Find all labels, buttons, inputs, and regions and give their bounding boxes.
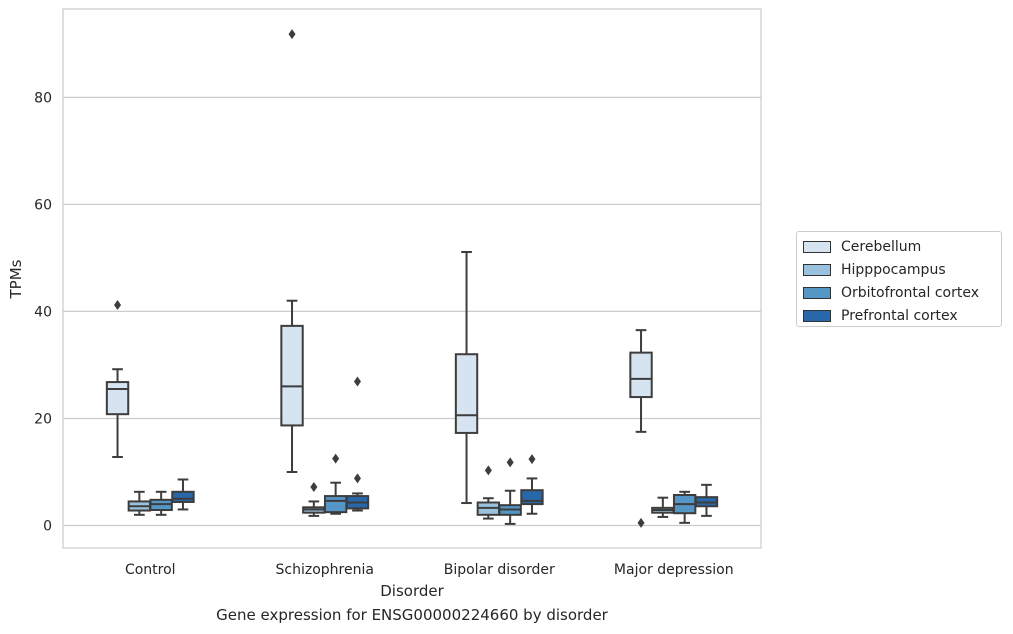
x-tick-label: Bipolar disorder	[444, 562, 555, 578]
y-tick-label: 60	[34, 197, 52, 213]
legend-label: Hipppocampus	[841, 261, 946, 278]
box-iqr	[105, 381, 130, 416]
outlier-point	[353, 473, 361, 484]
legend-swatch-hippocampus	[803, 263, 831, 276]
box-group	[454, 251, 479, 505]
box-iqr	[454, 353, 479, 434]
box-group	[498, 457, 522, 525]
legend-swatch-cerebellum	[803, 240, 831, 253]
box-iqr	[280, 324, 304, 427]
y-tick-label: 0	[43, 519, 52, 535]
box-group	[280, 29, 304, 473]
outlier-point	[310, 481, 318, 492]
box-group	[694, 483, 719, 517]
box-group	[629, 329, 653, 528]
legend-label: Orbitofrontal cortex	[841, 284, 979, 301]
box-group	[149, 490, 173, 516]
legend-label: Cerebellum	[841, 238, 922, 255]
box-group	[520, 454, 544, 515]
legend-swatch-prefrontal	[803, 309, 831, 322]
box-iqr	[323, 495, 348, 514]
outlier-point	[288, 29, 296, 40]
chart-caption: Gene expression for ENSG00000224660 by d…	[216, 606, 608, 624]
box-group	[345, 376, 370, 512]
box-iqr	[171, 490, 195, 503]
outlier-point	[332, 453, 340, 464]
box-series	[105, 29, 719, 528]
x-axis-ticks: Control Schizophrenia Bipolar disorder Majo…	[125, 562, 734, 578]
legend-item: Hipppocampus	[803, 258, 1001, 281]
x-tick-label: Schizophrenia	[276, 562, 374, 578]
x-axis-label: Disorder	[380, 582, 444, 600]
box-group	[302, 481, 326, 517]
legend-item: Cerebellum	[803, 235, 1001, 258]
x-tick-label: Control	[125, 562, 176, 578]
y-axis-ticks: 0 20 40 60 80	[34, 90, 52, 534]
box-iqr	[629, 351, 653, 399]
y-tick-label: 20	[34, 411, 52, 427]
box-iqr	[520, 489, 544, 506]
box-group	[171, 478, 195, 511]
y-tick-label: 80	[34, 90, 52, 106]
legend-swatch-orbitofrontal	[803, 286, 831, 299]
outlier-point	[353, 376, 361, 387]
outlier-point	[506, 457, 514, 468]
legend-item: Orbitofrontal cortex	[803, 281, 1001, 304]
outlier-point	[484, 465, 492, 476]
box-group	[105, 299, 130, 459]
box-group	[651, 496, 675, 518]
plot-area	[62, 8, 762, 549]
legend-label: Prefrontal cortex	[841, 307, 958, 324]
outlier-point	[114, 299, 122, 310]
legend-item: Prefrontal cortex	[803, 304, 1001, 327]
box-group	[476, 465, 501, 520]
outlier-point	[528, 454, 536, 465]
outlier-point	[637, 517, 645, 528]
y-tick-label: 40	[34, 304, 52, 320]
x-tick-label: Major depression	[614, 562, 734, 578]
y-axis-label: TPMs	[7, 259, 25, 299]
gridlines	[63, 96, 761, 527]
legend: Cerebellum Hipppocampus Orbitofrontal co…	[796, 231, 1002, 327]
box-group	[672, 490, 697, 524]
